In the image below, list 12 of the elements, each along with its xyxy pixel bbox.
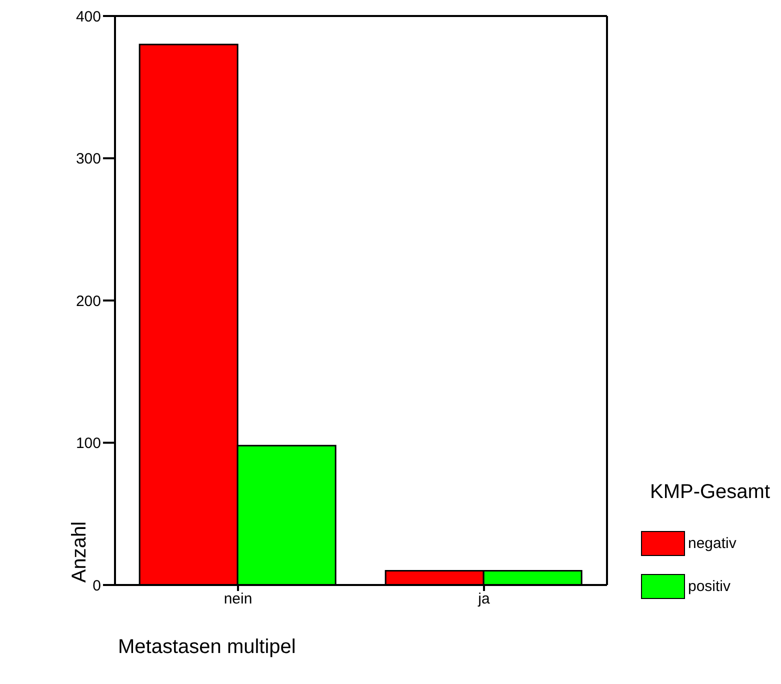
legend-title: KMP-Gesamt xyxy=(650,481,772,504)
legend-label: negativ xyxy=(688,535,736,552)
y-tick-label: 0 xyxy=(92,577,101,594)
legend-label: positiv xyxy=(688,578,731,595)
y-tick-label: 400 xyxy=(76,8,101,26)
x-tick-label: ja xyxy=(477,590,490,608)
x-tick-label: nein xyxy=(224,590,252,608)
y-tick-label: 300 xyxy=(76,150,101,168)
y-axis-title: Anzahl xyxy=(68,521,92,583)
y-tick-label: 100 xyxy=(76,435,101,452)
y-tick-label: 200 xyxy=(76,292,101,310)
x-axis-title: Metastasen multipel xyxy=(118,636,296,659)
